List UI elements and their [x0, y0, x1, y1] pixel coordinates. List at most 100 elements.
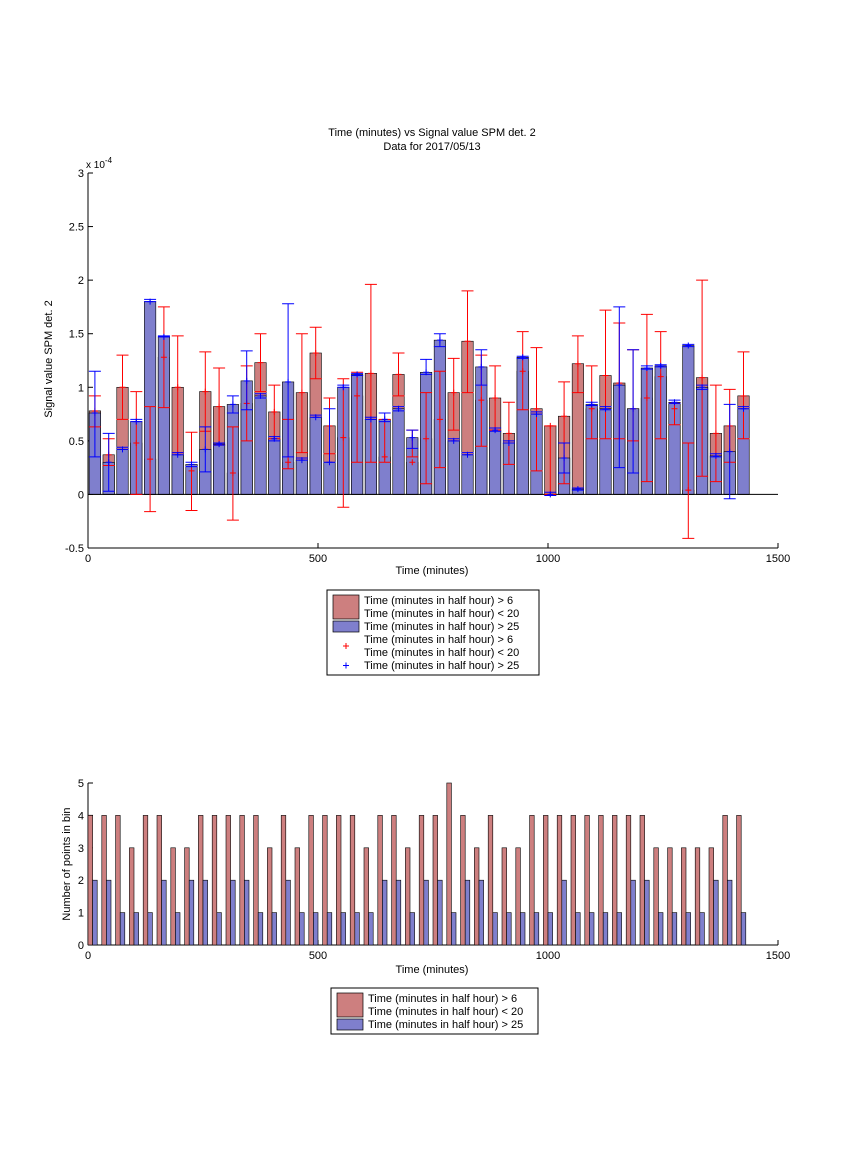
chart1-x-tick-label: 0 [85, 553, 91, 565]
chart1-x-tick-label: 1500 [766, 553, 790, 565]
chart2-bar [515, 847, 521, 946]
chart2-bar [543, 815, 549, 946]
chart1-marker [643, 365, 650, 371]
chart1-error-bar [654, 331, 667, 440]
chart1-marker [202, 446, 209, 453]
chart1-marker [354, 371, 361, 378]
chart1-marker [91, 410, 98, 416]
chart2-bar [520, 912, 526, 946]
chart2-y-tick-label: 2 [78, 875, 84, 887]
chart1-legend-marker [343, 643, 349, 649]
chart2-bar [708, 847, 714, 946]
chart1-marker [588, 401, 595, 408]
chart1-marker [616, 382, 623, 389]
chart2-bar [188, 879, 195, 946]
chart1-marker [340, 434, 347, 441]
chart1-error-bar [337, 378, 350, 508]
chart1-marker [174, 451, 181, 458]
chart2-bar [667, 847, 673, 946]
chart2-legend-label: Time (minutes in half hour) > 6 [368, 993, 517, 1005]
chart1-marker [354, 392, 361, 399]
chart1-legend-label: Time (minutes in half hour) > 6 [364, 595, 513, 607]
chart1-bar [116, 449, 129, 495]
chart1-marker [409, 434, 416, 441]
chart2-bar [506, 912, 512, 946]
chart2-bar [202, 879, 208, 946]
chart2-bar [446, 782, 452, 946]
chart2-bar [336, 815, 342, 946]
chart1-marker [699, 384, 706, 391]
chart1-marker [367, 416, 374, 423]
chart1-marker [216, 403, 223, 410]
chart2-bar [740, 912, 747, 946]
chart2-bar [147, 912, 153, 946]
chart2-bar [253, 815, 259, 946]
chart1-marker [436, 337, 443, 344]
chart2-bar [478, 879, 484, 946]
chart1-marker [478, 363, 485, 370]
chart2-bar [451, 912, 457, 946]
chart1-legend-label: Time (minutes in half hour) < 20 [364, 647, 519, 659]
chart1-legend-label: Time (minutes in half hour) > 6 [364, 634, 513, 646]
chart2-bar [736, 815, 742, 946]
chart1-marker [298, 457, 305, 464]
chart1-bar [171, 454, 184, 495]
chart2-bar [409, 912, 415, 946]
chart1-marker [657, 362, 664, 369]
chart2-bar [598, 815, 604, 946]
chart1-marker [492, 427, 499, 434]
chart1-y-tick-label: 1.5 [69, 329, 84, 341]
chart2-legend-label: Time (minutes in half hour) < 20 [368, 1006, 523, 1018]
chart1-marker [119, 384, 126, 391]
chart1-marker [519, 368, 526, 375]
chart2-bar [257, 912, 264, 946]
chart1-marker [726, 448, 733, 455]
chart2-bar [501, 847, 507, 946]
chart2-bar [119, 912, 126, 946]
chart1-marker [174, 384, 181, 391]
chart1-bar [213, 443, 226, 495]
chart1-marker [409, 459, 416, 466]
chart2-bar [244, 879, 250, 946]
chart1-y-exponent: x 10-4 [86, 156, 113, 171]
chart2-x-tick-label: 0 [85, 950, 91, 962]
chart2-y-tick-label: 4 [78, 810, 84, 822]
chart2-bar [589, 912, 595, 946]
chart1-marker [602, 405, 609, 412]
chart2-bar [644, 879, 650, 946]
chart2-bar [115, 815, 121, 946]
chart2-bar [492, 912, 498, 946]
chart1-marker [381, 416, 388, 423]
chart1-marker [147, 456, 154, 463]
chart1-marker [395, 405, 402, 412]
chart1-bar [447, 440, 460, 495]
chart2-bar [101, 815, 107, 946]
chart2-x-tick-label: 1000 [536, 950, 560, 962]
chart1-marker [312, 414, 319, 421]
chart2-bar [340, 912, 346, 946]
chart1-bar [309, 416, 322, 495]
chart2-bar [625, 815, 632, 946]
chart1-legend-label: Time (minutes in half hour) < 20 [364, 608, 519, 620]
chart2-bar [681, 847, 687, 946]
chart2-bar [184, 847, 190, 946]
chart2-bar [556, 815, 563, 946]
chart1-marker [602, 372, 609, 379]
chart1-bar [295, 459, 308, 495]
chart2-bar [602, 912, 609, 946]
chart2-bar [382, 879, 388, 946]
chart2-bar [129, 847, 135, 946]
chart2-bar [685, 912, 691, 946]
chart1-marker [464, 451, 471, 458]
chart1-x-tick-label: 1000 [536, 553, 560, 565]
chart1-marker [395, 371, 402, 378]
chart2-bar [395, 879, 402, 946]
chart1-legend-box [326, 589, 540, 676]
chart2-bar [87, 815, 93, 946]
chart1-marker [326, 459, 333, 466]
chart1-y-tick-label: 0.5 [69, 436, 84, 448]
chart2-bar [584, 815, 590, 946]
chart2-ylabel: Number of points in bin [61, 807, 73, 920]
chart2-legend-box [330, 987, 539, 1035]
chart2-bar [533, 912, 540, 946]
